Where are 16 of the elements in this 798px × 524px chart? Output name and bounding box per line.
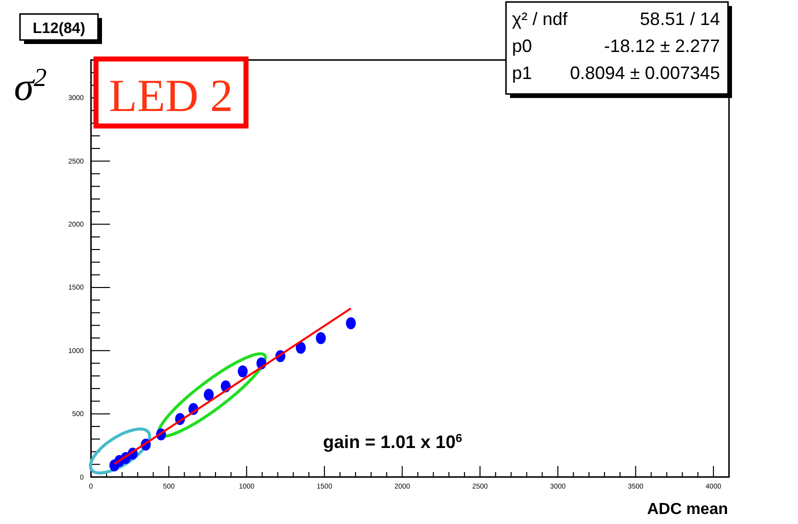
chart-title: L12(84) — [32, 20, 86, 37]
x-axis-title: ADC mean — [647, 501, 728, 518]
text: χ² / ndf — [512, 9, 568, 29]
point — [238, 365, 248, 378]
annotation: gain = 1.01 x 10$^{6}$ — [323, 432, 463, 452]
point — [296, 342, 306, 354]
point — [346, 317, 356, 330]
text: -18.12 ± 2.277 — [604, 36, 720, 56]
annotation: 0.8094 ± 0.007345 — [570, 63, 720, 83]
annotation: LED 2 — [109, 70, 233, 121]
y-axis-title: σ$^{2}$ — [14, 62, 47, 109]
annotation: p1 — [512, 63, 532, 83]
point — [316, 332, 326, 344]
text: p0 — [512, 36, 532, 56]
text: 58.51 / 14 — [640, 9, 720, 29]
point — [204, 388, 214, 401]
